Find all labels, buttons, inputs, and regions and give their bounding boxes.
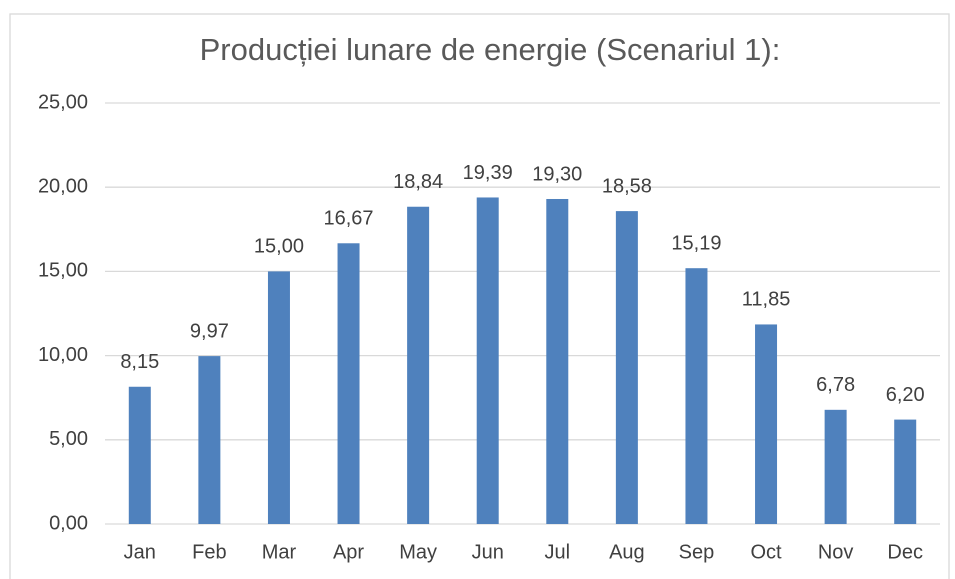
x-tick-label: Oct bbox=[750, 541, 782, 563]
data-label: 8,15 bbox=[120, 351, 159, 373]
data-label: 18,84 bbox=[393, 171, 443, 193]
bar bbox=[337, 243, 360, 524]
y-tick-label: 15,00 bbox=[38, 260, 88, 282]
x-tick-label: Jan bbox=[124, 541, 156, 563]
data-label: 11,85 bbox=[742, 289, 791, 311]
data-label: 15,00 bbox=[254, 236, 304, 258]
bar bbox=[755, 324, 778, 524]
data-label: 19,30 bbox=[532, 163, 582, 185]
y-tick-label: 0,00 bbox=[49, 512, 88, 534]
bar bbox=[198, 356, 221, 524]
x-tick-label: Feb bbox=[192, 541, 226, 563]
bar bbox=[267, 271, 290, 524]
bar bbox=[824, 409, 847, 524]
bar bbox=[128, 386, 151, 524]
data-label: 9,97 bbox=[190, 320, 229, 342]
data-label: 15,19 bbox=[671, 232, 721, 254]
x-tick-label: Nov bbox=[818, 541, 854, 563]
x-tick-label: Aug bbox=[609, 541, 645, 563]
x-tick-label: May bbox=[399, 541, 437, 563]
x-tick-label: Mar bbox=[262, 541, 297, 563]
bar bbox=[546, 198, 569, 524]
bar bbox=[894, 419, 917, 524]
x-tick-label: Sep bbox=[679, 541, 715, 563]
y-tick-label: 5,00 bbox=[49, 428, 88, 450]
data-label: 16,67 bbox=[324, 208, 374, 230]
x-tick-label: Apr bbox=[333, 541, 364, 563]
data-label: 18,58 bbox=[602, 175, 652, 197]
data-label: 6,20 bbox=[886, 384, 925, 406]
y-tick-label: 10,00 bbox=[38, 344, 88, 366]
data-label: 19,39 bbox=[463, 162, 513, 184]
x-tick-label: Jun bbox=[472, 541, 504, 563]
bar bbox=[407, 206, 430, 524]
y-tick-label: 20,00 bbox=[38, 175, 88, 197]
chart-title: Producției lunare de energie (Scenariul … bbox=[200, 32, 781, 67]
y-tick-label: 25,00 bbox=[38, 91, 88, 113]
bar bbox=[685, 268, 708, 524]
x-tick-label: Jul bbox=[545, 541, 571, 563]
bar bbox=[615, 211, 638, 524]
x-tick-label: Dec bbox=[887, 541, 923, 563]
data-label: 6,78 bbox=[816, 374, 855, 396]
bar bbox=[476, 197, 499, 524]
